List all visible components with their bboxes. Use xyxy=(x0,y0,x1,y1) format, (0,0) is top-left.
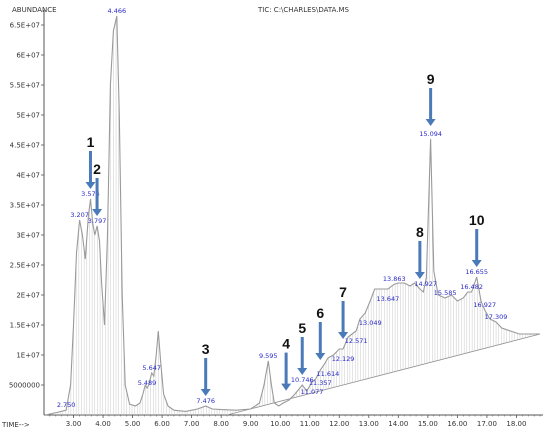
annotation-arrow-head xyxy=(92,209,103,216)
annotation-number: 9 xyxy=(427,71,435,87)
peak-label: 13.049 xyxy=(359,319,382,327)
x-tick-label: 12.00 xyxy=(329,420,349,428)
x-tick-label: 14.00 xyxy=(388,420,408,428)
annotation-number: 4 xyxy=(282,336,290,352)
peak-label: 3.574 xyxy=(81,190,100,198)
y-tick-label: 5E+07 xyxy=(16,112,40,120)
peak-label: 3.797 xyxy=(88,217,107,225)
y-tick-label: 2E+07 xyxy=(16,292,40,300)
peak-label: 16.655 xyxy=(465,268,488,276)
annotation-arrow-head xyxy=(425,119,436,126)
annotation-6: 6 xyxy=(315,305,326,360)
annotation-1: 1 xyxy=(85,134,96,189)
trace-layer xyxy=(45,15,540,416)
peak-label: 16.482 xyxy=(460,283,483,291)
peak-label: 3.207 xyxy=(70,211,89,219)
annotation-arrow-head xyxy=(338,332,349,339)
annotation-arrow-head xyxy=(471,260,482,267)
x-tick-label: 16.00 xyxy=(447,420,467,428)
peak-label: 4.466 xyxy=(108,7,127,15)
annotation-number: 10 xyxy=(469,212,485,228)
annotation-number: 3 xyxy=(202,341,210,357)
chart-title: TIC: C:\CHARLES\DATA.MS xyxy=(257,6,350,14)
annotation-10: 10 xyxy=(469,212,485,267)
annotation-number: 7 xyxy=(339,284,347,300)
annotation-arrow-head xyxy=(281,383,292,391)
integration-baseline xyxy=(226,333,541,416)
peak-label: 14.927 xyxy=(414,280,437,288)
peak-label: 12.129 xyxy=(332,355,355,363)
tic-trace xyxy=(45,15,540,416)
x-tick-label: 18.00 xyxy=(506,420,526,428)
peak-label: 13.863 xyxy=(383,275,406,283)
x-tick-label: 17.00 xyxy=(477,420,497,428)
x-axis-title: TIME--> xyxy=(1,421,30,429)
x-tick-label: 7.00 xyxy=(184,420,200,428)
annotation-arrow-head xyxy=(297,368,308,375)
peak-label-layer: 2.750 3.207 3.574 3.797 4.466 5.489 5.647 7.476… xyxy=(57,7,508,409)
y-tick-label: 4.5E+07 xyxy=(10,142,40,150)
peak-label: 7.476 xyxy=(196,397,215,405)
y-tick-label: 4E+07 xyxy=(16,172,40,180)
y-tick-label: 1E+07 xyxy=(16,352,40,360)
y-tick-label: 1.5E+07 xyxy=(10,322,40,330)
x-tick-label: 13.00 xyxy=(359,420,379,428)
annotation-arrow-head xyxy=(414,272,425,279)
peak-label: 17.309 xyxy=(485,313,508,321)
x-tick-label: 15.00 xyxy=(418,420,438,428)
peak-label: 10.746 xyxy=(291,376,314,384)
peak-label: 5.489 xyxy=(138,379,157,387)
integration-drop-lines xyxy=(54,19,531,415)
y-tick-label: 5.5E+07 xyxy=(10,82,40,90)
peak-label: 12.571 xyxy=(345,337,368,345)
peak-label: 5.647 xyxy=(142,364,161,372)
y-tick-label: 5000000 xyxy=(9,382,40,390)
peak-label: 11.614 xyxy=(316,370,339,378)
x-tick-label: 3.00 xyxy=(66,420,82,428)
y-tick-label: 6E+07 xyxy=(16,52,40,60)
annotation-9: 9 xyxy=(425,71,436,126)
peak-label: 11.357 xyxy=(309,379,332,387)
axes: 5000000 1E+07 1.5E+07 2E+07 2.5E+07 3E+07 3.5E… xyxy=(9,10,543,428)
peak-label: 13.647 xyxy=(377,295,400,303)
annotation-arrow-head xyxy=(315,353,326,360)
x-tick-label: 6.00 xyxy=(154,420,170,428)
x-tick-label: 4.00 xyxy=(95,420,111,428)
y-tick-label: 6.5E+07 xyxy=(10,22,40,30)
x-tick-label: 11.00 xyxy=(300,420,320,428)
baseline-layer xyxy=(226,333,541,416)
annotation-8: 8 xyxy=(414,224,425,279)
x-tick-label: 10.00 xyxy=(270,420,290,428)
x-tick-label: 5.00 xyxy=(125,420,141,428)
annotation-4: 4 xyxy=(281,336,292,391)
peak-label: 15.094 xyxy=(419,130,442,138)
peak-label: 15.585 xyxy=(434,289,457,297)
peak-label: 2.750 xyxy=(57,401,76,409)
annotation-number: 8 xyxy=(416,224,424,240)
annotation-arrow-head xyxy=(200,389,211,396)
x-tick-label: 9.00 xyxy=(243,420,259,428)
y-tick-label: 3.5E+07 xyxy=(10,202,40,210)
y-axis-title: ABUNDANCE xyxy=(12,6,57,14)
annotation-arrow-head xyxy=(85,182,96,189)
peak-label: 11.077 xyxy=(301,388,324,396)
annotation-2: 2 xyxy=(92,161,103,216)
annotation-number: 1 xyxy=(87,134,95,150)
peak-label: 9.595 xyxy=(259,352,278,360)
annotation-number: 6 xyxy=(316,305,324,321)
y-tick-label: 2.5E+07 xyxy=(10,262,40,270)
annotation-number: 5 xyxy=(298,320,306,336)
peak-label: 16.927 xyxy=(473,301,496,309)
x-tick-label: 8.00 xyxy=(213,420,229,428)
annotation-7: 7 xyxy=(338,284,349,339)
annotation-5: 5 xyxy=(297,320,308,375)
y-tick-label: 3E+07 xyxy=(16,232,40,240)
annotation-number: 2 xyxy=(93,161,101,177)
annotation-3: 3 xyxy=(200,341,211,396)
